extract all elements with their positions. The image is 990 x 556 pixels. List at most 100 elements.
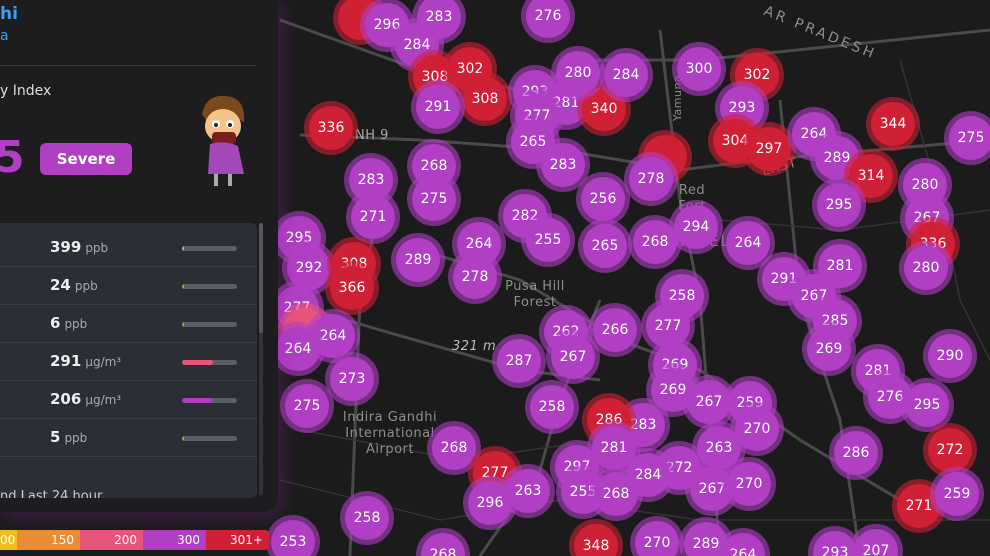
aqi-station-marker[interactable]: 258 <box>345 496 389 540</box>
pollutant-row[interactable]: 399 ppb <box>0 229 257 267</box>
aqi-station-marker[interactable]: 289 <box>396 238 440 282</box>
aqi-station-marker[interactable]: 268 <box>594 472 638 516</box>
pollutant-unit: ppb <box>64 431 88 445</box>
aqi-station-marker[interactable]: 275 <box>949 116 990 160</box>
aqi-station-marker[interactable]: 256 <box>581 177 625 221</box>
legend-segment: 150 <box>17 530 80 550</box>
aqi-station-marker[interactable]: 268 <box>633 220 677 264</box>
aqi-station-marker[interactable]: 271 <box>351 195 395 239</box>
aqi-station-marker[interactable]: 277 <box>646 304 690 348</box>
aqi-station-marker[interactable]: 270 <box>635 521 679 556</box>
pollutant-row[interactable]: 6 ppb <box>0 305 257 343</box>
aqi-station-marker[interactable]: 275 <box>285 384 329 428</box>
aqi-station-marker[interactable]: 295 <box>905 383 949 427</box>
aqi-station-marker[interactable]: 281 <box>592 426 636 470</box>
aqi-station-marker[interactable]: 286 <box>834 431 878 475</box>
severity-badge[interactable]: Severe <box>40 143 132 175</box>
aqi-label: y Index <box>0 83 52 99</box>
pollutant-value: 6 ppb <box>50 314 88 332</box>
pollutant-row[interactable]: 206 µg/m³ <box>0 381 257 419</box>
aqi-station-marker[interactable]: 283 <box>541 143 585 187</box>
masked-mascot-icon <box>202 95 245 186</box>
aqi-station-marker[interactable]: 291 <box>416 85 460 129</box>
aqi-station-marker[interactable]: 292 <box>287 246 331 290</box>
country-name[interactable]: a <box>0 28 9 44</box>
pollutant-value: 206 µg/m³ <box>50 390 122 408</box>
aqi-station-marker[interactable]: 264 <box>276 327 320 371</box>
aqi-station-marker[interactable]: 268 <box>432 426 476 470</box>
scrollbar-track[interactable] <box>259 223 263 495</box>
aqi-station-marker[interactable]: 253 <box>271 520 315 556</box>
aqi-station-marker[interactable]: 282 <box>503 194 547 238</box>
aqi-station-marker[interactable]: 270 <box>727 462 771 506</box>
pollutant-row[interactable]: 5 ppb <box>0 419 257 457</box>
pollutant-unit: µg/m³ <box>85 393 122 407</box>
aqi-station-marker[interactable]: 344 <box>871 102 915 146</box>
aqi-station-marker[interactable]: 278 <box>453 255 497 299</box>
aqi-station-marker[interactable]: 296 <box>468 481 512 525</box>
pollutant-table: 399 ppb 24 ppb 6 ppb 291 µg/m³ 206 µg/m³ 5 ppb… <box>0 223 257 498</box>
aqi-station-marker[interactable]: 258 <box>530 385 574 429</box>
aqi-station-marker[interactable]: 263 <box>506 469 550 513</box>
pollutant-value: 24 ppb <box>50 276 98 294</box>
pollutant-value: 291 µg/m³ <box>50 352 122 370</box>
aqi-station-marker[interactable]: 267 <box>690 467 734 511</box>
pollutant-unit: ppb <box>64 317 88 331</box>
aqi-station-marker[interactable]: 276 <box>526 0 570 38</box>
aqi-station-marker[interactable]: 280 <box>556 51 600 95</box>
aqi-station-marker[interactable]: 278 <box>629 157 673 201</box>
aqi-station-marker[interactable]: 267 <box>551 335 595 379</box>
aqi-station-marker[interactable]: 283 <box>349 158 393 202</box>
aqi-station-marker[interactable]: 297 <box>747 127 791 171</box>
divider <box>0 65 256 66</box>
aqi-station-marker[interactable]: 273 <box>330 357 374 401</box>
aqi-station-marker[interactable]: 300 <box>677 47 721 91</box>
pollutant-level-fill <box>182 436 184 441</box>
legend-segment: 00 <box>0 530 17 550</box>
pollutant-level-fill <box>182 398 212 403</box>
aqi-station-marker[interactable]: 269 <box>807 327 851 371</box>
aqi-station-marker[interactable]: 314 <box>849 154 893 198</box>
pollutant-level-bar <box>182 436 237 441</box>
aqi-station-marker[interactable]: 266 <box>593 308 637 352</box>
aqi-station-marker[interactable]: 308 <box>463 77 507 121</box>
pollutant-unit: ppb <box>85 241 109 255</box>
pollutant-level-bar <box>182 322 237 327</box>
map-label-forest: Pusa Hill Forest <box>505 279 565 310</box>
scrollbar-thumb[interactable] <box>259 223 263 333</box>
aqi-station-marker[interactable]: 264 <box>726 221 770 265</box>
aqi-station-marker[interactable]: 271 <box>897 484 941 528</box>
aqi-station-marker[interactable]: 264 <box>792 112 836 156</box>
aqi-station-marker[interactable]: 259 <box>935 472 979 516</box>
aqi-station-marker[interactable]: 294 <box>674 205 718 249</box>
pollutant-level-fill <box>182 246 184 251</box>
pollutant-level-fill <box>182 284 185 289</box>
pollutant-row[interactable]: 291 µg/m³ <box>0 343 257 381</box>
aqi-station-marker[interactable]: 366 <box>330 266 374 310</box>
aqi-station-marker[interactable]: 255 <box>526 218 570 262</box>
aqi-station-marker[interactable]: 275 <box>412 177 456 221</box>
aqi-station-marker[interactable]: 276 <box>868 375 912 419</box>
aqi-station-marker[interactable]: 272 <box>928 428 972 472</box>
aqi-station-marker[interactable]: 268 <box>421 533 465 556</box>
history-footer[interactable]: nd Last 24 hour <box>0 489 103 498</box>
aqi-station-marker[interactable]: 302 <box>735 53 779 97</box>
aqi-station-marker[interactable]: 265 <box>583 224 627 268</box>
aqi-station-marker[interactable]: 336 <box>309 106 353 150</box>
aqi-station-marker[interactable]: 270 <box>735 407 779 451</box>
pollutant-row[interactable]: 24 ppb <box>0 267 257 305</box>
pollutant-unit: ppb <box>74 279 98 293</box>
aqi-station-marker[interactable]: 267 <box>687 380 731 424</box>
aqi-station-marker[interactable]: 295 <box>817 183 861 227</box>
pollutant-level-bar <box>182 246 237 251</box>
aqi-station-marker[interactable]: 263 <box>697 426 741 470</box>
aqi-station-marker[interactable]: 290 <box>928 334 972 378</box>
aqi-station-marker[interactable]: 280 <box>904 246 948 290</box>
aqi-station-marker[interactable]: 289 <box>684 522 728 556</box>
aqi-station-marker[interactable]: 284 <box>604 53 648 97</box>
pollutant-level-bar <box>182 284 237 289</box>
aqi-station-marker[interactable]: 264 <box>721 533 765 556</box>
map-label-highway: NH 9 <box>355 128 389 143</box>
aqi-station-marker[interactable]: 348 <box>574 524 618 556</box>
aqi-station-marker[interactable]: 287 <box>497 339 541 383</box>
